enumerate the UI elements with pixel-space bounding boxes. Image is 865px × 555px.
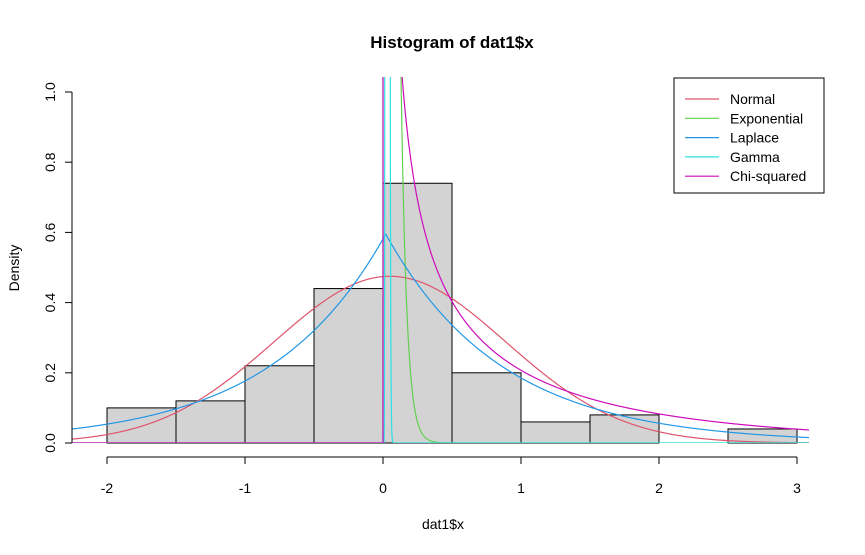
- density-curve-chi-squared: [72, 77, 809, 443]
- histogram-bars: [106, 182, 798, 444]
- histogram-bar: [175, 400, 246, 444]
- legend-label: Exponential: [730, 110, 803, 126]
- x-tick-label: 3: [793, 480, 801, 496]
- x-axis: -2 -1 0 1 2 3: [101, 456, 801, 496]
- x-tick-label: -1: [239, 480, 252, 496]
- legend-label: Gamma: [730, 149, 780, 165]
- y-axis-label: Density: [6, 245, 22, 292]
- histogram-bar: [313, 288, 384, 444]
- y-tick-label: 1.0: [42, 82, 58, 102]
- x-tick-label: 1: [517, 480, 525, 496]
- y-tick-label: 0.0: [42, 433, 58, 453]
- x-tick-label: 2: [655, 480, 663, 496]
- density-curve-laplace: [72, 233, 809, 439]
- chart-title: Histogram of dat1$x: [370, 33, 534, 52]
- x-axis-label: dat1$x: [422, 516, 464, 532]
- histogram-bar: [451, 372, 522, 444]
- legend-box: [673, 77, 825, 194]
- x-tick-label: -2: [101, 480, 114, 496]
- histogram-bar: [244, 365, 315, 444]
- legend: Normal Exponential Laplace Gamma Chi-squared: [673, 77, 825, 194]
- histogram-bar: [520, 421, 591, 444]
- histogram-bar: [106, 407, 177, 444]
- y-tick-label: 0.8: [42, 152, 58, 172]
- legend-label: Laplace: [730, 130, 779, 146]
- density-curves: [72, 77, 809, 443]
- density-curve-normal: [72, 275, 809, 443]
- x-tick-label: 0: [379, 480, 387, 496]
- y-axis: 0.0 0.2 0.4 0.6 0.8 1.0: [42, 82, 73, 453]
- y-tick-label: 0.4: [42, 293, 58, 313]
- legend-label: Chi-squared: [730, 168, 806, 184]
- legend-label: Normal: [730, 91, 775, 107]
- y-tick-label: 0.6: [42, 222, 58, 242]
- y-tick-label: 0.2: [42, 363, 58, 383]
